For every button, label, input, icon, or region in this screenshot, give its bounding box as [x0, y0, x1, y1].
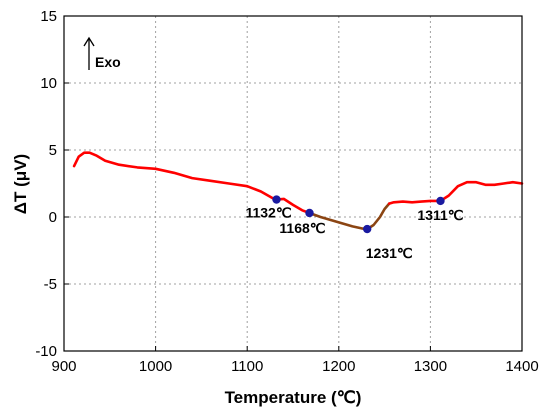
x-tick-label: 1000 [139, 358, 172, 375]
marker-point [305, 208, 314, 218]
tick-layer: 900 1000 1100 1200 1300 1400 -10 -5 0 5 10 15 [35, 8, 538, 375]
series-line-1 [72, 151, 311, 215]
x-tick-label: 1200 [322, 358, 355, 375]
x-axis-title: Temperature (℃) [225, 388, 362, 407]
marker-label: 1168℃ [279, 220, 325, 236]
x-tick-label: 1300 [414, 358, 447, 375]
marker-point [436, 196, 445, 206]
y-tick-label: 10 [40, 75, 57, 92]
y-axis-title: ΔT (μV) [11, 154, 30, 214]
marker-point [362, 224, 372, 234]
y-tick-label: 0 [49, 209, 57, 226]
x-tick-label: 1400 [505, 358, 538, 375]
marker-label: 1311℃ [417, 207, 463, 223]
x-tick-label: 900 [51, 358, 76, 375]
marker-label: 1132℃ [245, 205, 291, 221]
exo-indicator: Exo [83, 36, 121, 70]
y-tick-label: 5 [49, 142, 57, 159]
y-tick-label: -5 [44, 276, 57, 293]
y-tick-label: 15 [40, 8, 57, 25]
x-tick-label: 1100 [231, 358, 263, 375]
exo-arrow-head-icon [83, 36, 95, 47]
y-tick-label: -10 [35, 343, 57, 360]
exo-label: Exo [95, 54, 121, 70]
series-line-3 [387, 180, 524, 205]
marker-label: 1231℃ [366, 245, 413, 261]
plot-frame [63, 15, 523, 352]
grid-lines [64, 16, 522, 351]
marker-point [272, 195, 281, 204]
